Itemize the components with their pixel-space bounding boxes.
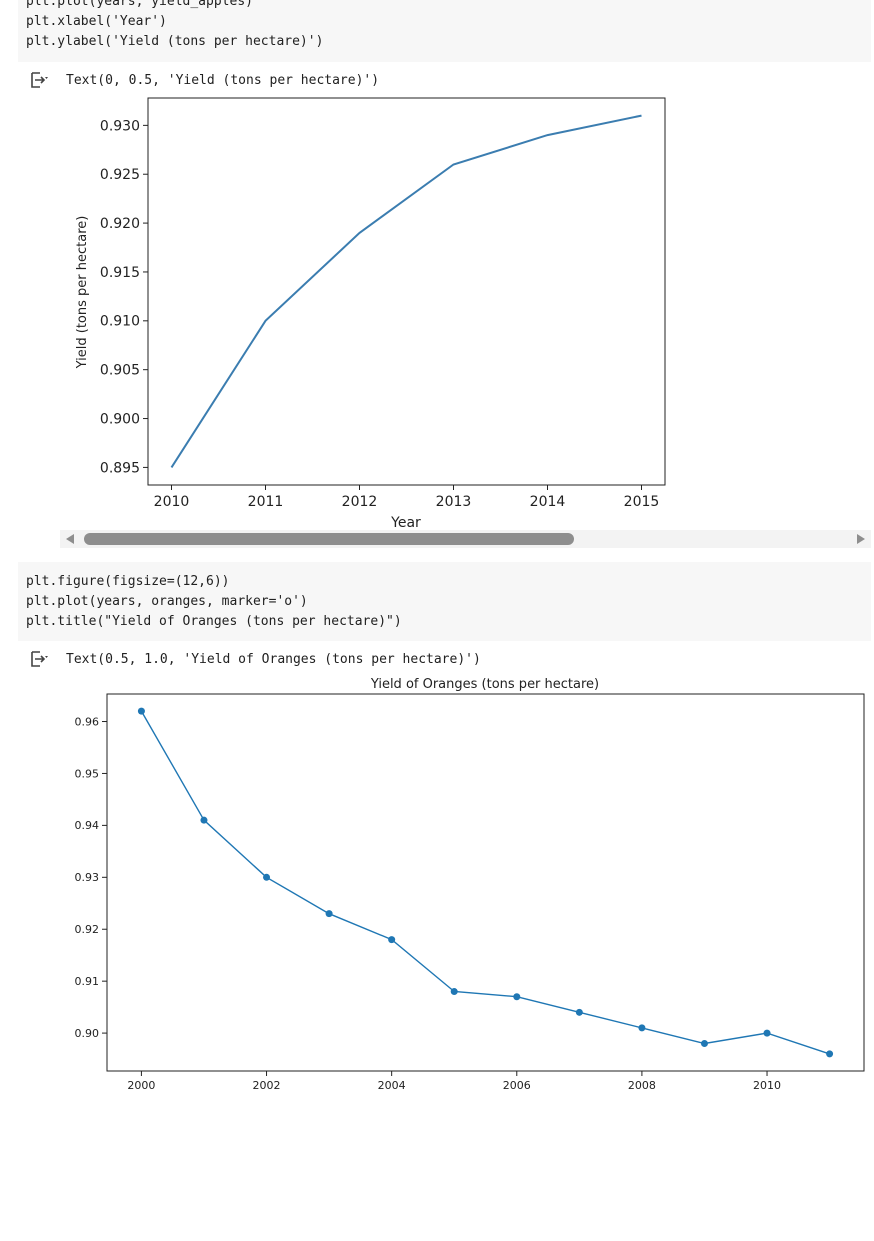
y-tick-label: 0.925 [100, 167, 140, 183]
cell-2-output-text: Text(0.5, 1.0, 'Yield of Oranges (tons p… [66, 651, 481, 667]
x-tick-label: 2000 [127, 1079, 155, 1092]
x-tick-label: 2011 [248, 494, 284, 510]
scroll-left-arrow-icon[interactable] [66, 534, 74, 544]
plot-area-frame [106, 693, 865, 1072]
y-tick-label: 0.94 [75, 819, 100, 832]
data-point [325, 910, 333, 918]
y-tick-label: 0.930 [100, 118, 140, 134]
data-point [388, 936, 396, 944]
x-tick-label: 2008 [628, 1079, 656, 1092]
data-point [200, 816, 208, 824]
data-point [263, 873, 271, 881]
data-point [638, 1024, 646, 1032]
y-tick-label: 0.895 [100, 460, 140, 476]
y-axis-label: Yield (tons per hectare) [75, 216, 90, 370]
x-tick-label: 2012 [342, 494, 378, 510]
plot-area-frame [147, 97, 666, 486]
code-line: plt.xlabel('Year') [26, 14, 167, 29]
cell-2-output-row: Text(0.5, 1.0, 'Yield of Oranges (tons p… [28, 649, 481, 669]
output-scrollbar[interactable] [60, 530, 871, 548]
data-point [763, 1029, 771, 1037]
x-tick-label: 2010 [154, 494, 190, 510]
x-axis-label: Year [390, 515, 421, 530]
series-line [170, 114, 642, 468]
x-tick-label: 2013 [436, 494, 472, 510]
data-point [513, 993, 521, 1001]
y-tick-label: 0.90 [75, 1027, 100, 1040]
x-tick-label: 2014 [530, 494, 566, 510]
chart-title: Yield of Oranges (tons per hectare) [370, 677, 599, 692]
series-line [140, 710, 830, 1055]
y-tick-label: 0.915 [100, 265, 140, 281]
code-line: plt.ylabel('Yield (tons per hectare)') [26, 34, 324, 49]
apple-yield-chart: 0.895 0.900 0.905 0.910 0.915 0.920 0.925 0.930… [75, 97, 666, 530]
scrollbar-thumb[interactable] [84, 533, 574, 545]
code-line: plt.plot(years, oranges, marker='o') [26, 594, 308, 609]
code-line: plt.title("Yield of Oranges (tons per he… [26, 614, 402, 629]
y-tick-label: 0.910 [100, 314, 140, 330]
y-tick-label: 0.920 [100, 216, 140, 232]
data-point [137, 707, 145, 715]
x-tick-label: 2010 [753, 1079, 781, 1092]
code-cell-1[interactable]: plt.plot(years, yield_apples) plt.xlabel… [18, 0, 871, 62]
data-point [826, 1050, 834, 1058]
y-tick-label: 0.92 [75, 923, 100, 936]
x-tick-label: 2004 [378, 1079, 406, 1092]
output-arrow-icon[interactable] [28, 71, 50, 89]
y-tick-label: 0.95 [75, 767, 100, 780]
data-point [700, 1039, 708, 1047]
output-arrow-icon[interactable] [28, 650, 50, 668]
code-line: plt.plot(years, yield_apples) [26, 0, 253, 9]
data-point [575, 1008, 583, 1016]
y-tick-label: 0.96 [75, 715, 100, 728]
cell-1-output-row: Text(0, 0.5, 'Yield (tons per hectare)') [28, 70, 379, 90]
y-tick-label: 0.93 [75, 871, 100, 884]
y-tick-label: 0.91 [75, 975, 100, 988]
x-tick-label: 2015 [624, 494, 660, 510]
scroll-right-arrow-icon[interactable] [857, 534, 865, 544]
x-tick-label: 2006 [503, 1079, 531, 1092]
y-tick-label: 0.905 [100, 363, 140, 379]
cell-1-output-text: Text(0, 0.5, 'Yield (tons per hectare)') [66, 72, 380, 88]
code-line: plt.figure(figsize=(12,6)) [26, 574, 230, 589]
x-tick-label: 2002 [253, 1079, 281, 1092]
y-tick-label: 0.900 [100, 411, 140, 427]
orange-yield-chart: Yield of Oranges (tons per hectare) 0.90… [75, 677, 865, 1092]
code-cell-2[interactable]: plt.figure(figsize=(12,6)) plt.plot(year… [18, 562, 871, 641]
data-point [450, 988, 458, 996]
